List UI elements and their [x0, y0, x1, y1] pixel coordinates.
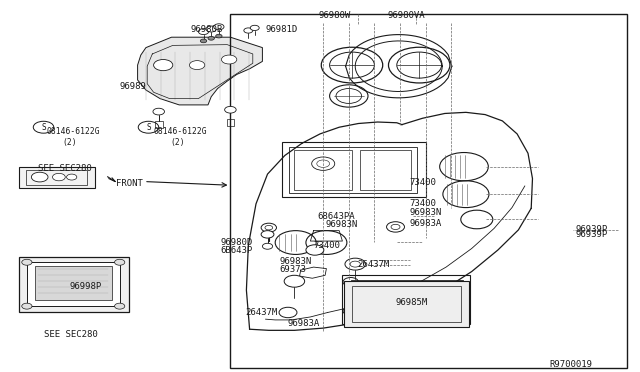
Circle shape — [261, 231, 274, 238]
Text: 96980W: 96980W — [319, 11, 351, 20]
Circle shape — [216, 34, 222, 38]
Text: FRONT: FRONT — [116, 179, 143, 187]
Text: (2): (2) — [170, 138, 185, 147]
Text: 26437M: 26437M — [357, 260, 389, 269]
Text: S: S — [41, 123, 46, 132]
Circle shape — [153, 108, 164, 115]
Text: 96983N: 96983N — [410, 208, 442, 217]
Circle shape — [221, 55, 237, 64]
Text: 68643PA: 68643PA — [317, 212, 355, 221]
Text: 96939P: 96939P — [576, 225, 608, 234]
Circle shape — [225, 106, 236, 113]
Circle shape — [200, 39, 207, 43]
Circle shape — [22, 259, 32, 265]
Circle shape — [208, 36, 214, 40]
Circle shape — [115, 259, 125, 265]
Text: 96980B: 96980B — [191, 25, 223, 34]
Text: 6B643P: 6B643P — [221, 246, 253, 255]
Bar — [227, 119, 234, 126]
Bar — [19, 167, 95, 188]
Text: 96983N: 96983N — [279, 257, 311, 266]
Bar — [155, 121, 163, 128]
Circle shape — [31, 172, 48, 182]
Circle shape — [115, 303, 125, 309]
Bar — [351, 280, 463, 320]
Text: 26437M: 26437M — [246, 308, 278, 317]
Text: R9700019: R9700019 — [549, 360, 592, 369]
Text: 96939P: 96939P — [576, 230, 608, 239]
Bar — [294, 150, 352, 190]
Text: 96980VA: 96980VA — [387, 11, 425, 20]
Bar — [27, 262, 120, 306]
Circle shape — [33, 121, 54, 133]
Circle shape — [67, 174, 77, 180]
Text: 08146-6122G: 08146-6122G — [46, 127, 100, 136]
Circle shape — [198, 29, 209, 35]
Bar — [19, 257, 129, 312]
Text: 73400: 73400 — [410, 178, 436, 187]
Circle shape — [244, 28, 253, 33]
Circle shape — [52, 173, 65, 181]
Text: 69373: 69373 — [279, 265, 306, 274]
Text: 96998P: 96998P — [69, 282, 101, 291]
Text: 73400: 73400 — [410, 199, 436, 208]
Circle shape — [206, 26, 216, 32]
Text: 96983A: 96983A — [288, 319, 320, 328]
Circle shape — [262, 243, 273, 249]
Circle shape — [250, 25, 259, 31]
Circle shape — [22, 303, 32, 309]
Text: 96983N: 96983N — [325, 220, 357, 229]
Text: S: S — [146, 123, 151, 132]
Text: 08146-6122G: 08146-6122G — [154, 127, 207, 136]
Circle shape — [214, 24, 224, 30]
Bar — [342, 275, 470, 324]
Text: 96983A: 96983A — [410, 219, 442, 228]
Text: (2): (2) — [63, 138, 77, 147]
Bar — [26, 170, 87, 185]
Text: SEE SEC280: SEE SEC280 — [38, 164, 92, 173]
Text: SEE SEC280: SEE SEC280 — [44, 330, 97, 339]
Text: 96989: 96989 — [119, 82, 146, 91]
Bar — [289, 147, 417, 193]
Text: 96985M: 96985M — [396, 298, 428, 307]
Polygon shape — [138, 37, 262, 105]
Text: 96980D: 96980D — [221, 238, 253, 247]
Bar — [344, 281, 469, 327]
Circle shape — [306, 245, 324, 255]
Circle shape — [189, 61, 205, 70]
Bar — [282, 142, 426, 197]
Bar — [230, 14, 627, 368]
Circle shape — [279, 307, 297, 318]
Circle shape — [154, 60, 173, 71]
Bar — [35, 266, 112, 300]
Circle shape — [138, 121, 159, 133]
Bar — [352, 286, 461, 322]
Text: 96981D: 96981D — [266, 25, 298, 34]
Text: 73400: 73400 — [314, 241, 340, 250]
Bar — [360, 150, 411, 190]
Circle shape — [284, 275, 305, 287]
